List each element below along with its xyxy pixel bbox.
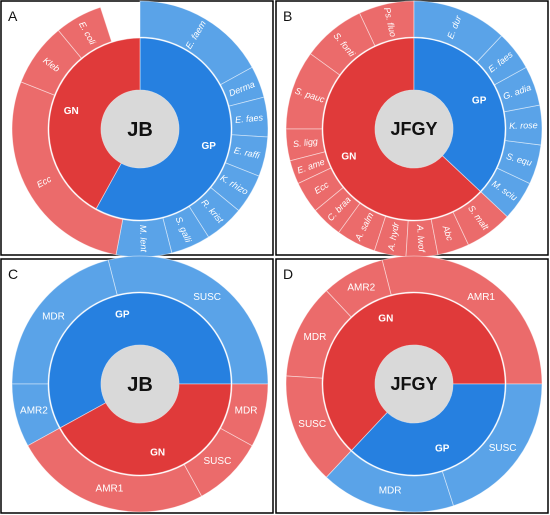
- outer-label-abc-10: Abc: [440, 223, 455, 242]
- panel-b-center-label: JFGY: [390, 119, 437, 139]
- outer-segment-c-braa-6: [314, 187, 361, 234]
- outer-label-amr2-1: AMR2: [347, 283, 375, 294]
- inner-label-gp: GP: [435, 444, 450, 455]
- outer-segment-a-lwof-9: [405, 218, 439, 258]
- outer-segment-s-malt-11: [452, 191, 508, 246]
- outer-segment-mdr-4: [325, 450, 455, 513]
- panel-c-letter: C: [8, 266, 18, 282]
- inner-label-gn: GN: [378, 313, 393, 324]
- panel-c-center-disc: [101, 345, 179, 423]
- outer-segment-a-hydr-8: [373, 215, 409, 258]
- outer-segment-e-ame-4: [289, 151, 332, 185]
- outer-segment-amr1-3: [27, 427, 203, 513]
- outer-segment-amr2-2: [11, 383, 60, 447]
- outer-segment-g-adia-15: [494, 66, 541, 113]
- outer-segment-a-salm-7: [338, 202, 387, 252]
- outer-segment-e-faes-16: [476, 35, 527, 86]
- outer-label-a-lwof-9: A. lwof: [415, 223, 427, 253]
- inner-label-gn: GN: [150, 447, 165, 458]
- panel-b-center-disc: [375, 90, 453, 168]
- outer-label-m-lent-7: M. lent: [138, 225, 149, 253]
- outer-segment-k-rose-14: [503, 104, 543, 146]
- outer-segment-s-equ-13: [496, 140, 542, 185]
- outer-label-mdr-2: MDR: [304, 332, 327, 343]
- outer-segment-s-pauc-2: [285, 53, 341, 130]
- panel-d-center-disc: [375, 345, 453, 423]
- inner-label-gn: GN: [64, 106, 79, 117]
- outer-segment-susc-4: [183, 427, 253, 497]
- panel-d: D GN GP AMR1 AMR2 MDR SUSC MDR SUSC JFGY: [275, 255, 549, 514]
- panel-c-sunburst: GP GN SUSC MDR AMR2 AMR1 SUSC MDR: [11, 255, 269, 513]
- inner-label-gp: GP: [115, 310, 130, 321]
- panel-d-center-label: JFGY: [390, 374, 437, 394]
- outer-label-susc-3: SUSC: [298, 419, 326, 430]
- outer-segment-ecc-5: [297, 167, 344, 212]
- outer-segment-mdr-1: [11, 259, 118, 385]
- outer-segment-amr2-1: [325, 259, 392, 318]
- outer-segment-e-coli-10: [57, 6, 113, 59]
- outer-label-mdr-4: MDR: [379, 485, 402, 496]
- inner-label-gp: GP: [202, 141, 217, 152]
- panel-c: C GP GN SUSC MDR AMR2 AMR1 SUSC MDR JB: [0, 255, 274, 514]
- panel-a-center-disc: [101, 90, 179, 168]
- outer-segment-s-ligg-3: [285, 128, 326, 162]
- outer-label-amr2-2: AMR2: [20, 406, 48, 417]
- outer-label-mdr-1: MDR: [42, 311, 65, 322]
- inner-label-gp: GP: [472, 95, 487, 106]
- outer-label-e-faes-2: E. faes: [235, 112, 264, 125]
- outer-label-susc-4: SUSC: [204, 456, 232, 467]
- panel-d-letter: D: [283, 266, 293, 282]
- outer-label-mdr-5: MDR: [235, 406, 258, 417]
- outer-label-s-ligg-3: S. ligg: [292, 136, 318, 149]
- outer-segment-mdr-2: [285, 290, 352, 379]
- outer-label-susc-0: SUSC: [193, 292, 221, 303]
- panel-c-center-label: JB: [127, 374, 153, 396]
- panel-b-letter: B: [283, 8, 292, 24]
- outer-segment-susc-5: [441, 383, 543, 507]
- outer-label-susc-5: SUSC: [489, 443, 517, 454]
- outer-label-amr1-0: AMR1: [467, 292, 495, 303]
- panel-d-sunburst: GN GP AMR1 AMR2 MDR SUSC MDR SUSC: [285, 255, 543, 513]
- outer-segment-m-sciu-12: [480, 167, 531, 218]
- outer-segment-mdr-5: [220, 383, 269, 447]
- outer-label-amr1-3: AMR1: [96, 484, 124, 495]
- inner-label-gn: GN: [341, 152, 356, 163]
- panel-a-center-label: JB: [127, 119, 153, 141]
- outer-segment-s-fonti-1: [309, 12, 376, 76]
- outer-segment-susc-3: [285, 375, 352, 478]
- outer-label-k-rose-14: K. rose: [509, 120, 538, 131]
- outer-segment-e-dur-17: [413, 0, 503, 63]
- panel-a-letter: A: [8, 8, 18, 24]
- outer-segment-abc-10: [430, 211, 470, 256]
